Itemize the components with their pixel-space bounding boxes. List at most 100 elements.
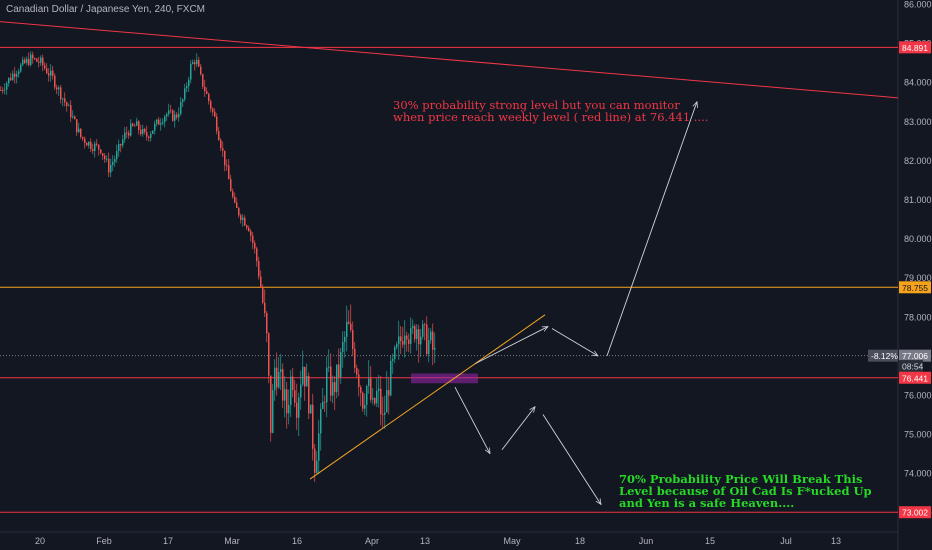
candle-body — [44, 65, 46, 69]
candle-body — [126, 132, 128, 134]
candle-body — [74, 116, 76, 120]
candle-body — [142, 128, 144, 135]
candle-body — [218, 131, 220, 141]
candle-body — [116, 150, 118, 160]
candle-body — [88, 141, 90, 146]
candle-body — [350, 323, 352, 331]
change-label: -8.12% — [871, 351, 898, 361]
candle-body — [352, 330, 354, 350]
candle-body — [34, 58, 36, 60]
x-tick-label: 13 — [420, 536, 430, 546]
candle-body — [22, 59, 24, 65]
candle-body — [288, 404, 290, 414]
candle-body — [164, 116, 166, 123]
annotation-top-note: 30% probability strong level but you can… — [393, 98, 709, 124]
candle-body — [54, 75, 56, 88]
candle-body — [390, 360, 392, 396]
candle-body — [138, 121, 140, 130]
candle-body — [186, 86, 188, 89]
candle-body — [216, 116, 218, 132]
candle-body — [40, 57, 42, 63]
candle-body — [376, 390, 378, 404]
candle-body — [98, 144, 100, 150]
candle-body — [158, 119, 160, 125]
candle-body — [56, 87, 58, 90]
candle-body — [106, 158, 108, 160]
candle-body — [224, 150, 226, 166]
y-tick-label: 83.000 — [904, 117, 932, 127]
candle-body — [388, 390, 390, 396]
candle-body — [302, 366, 304, 385]
candle-body — [118, 144, 120, 151]
candle-body — [366, 386, 368, 405]
candle-body — [214, 111, 216, 117]
candle-body — [228, 165, 230, 180]
candle-body — [418, 329, 420, 345]
candle-body — [36, 58, 38, 62]
candle-body — [320, 408, 322, 434]
candle-body — [92, 149, 94, 151]
x-tick-label: 15 — [705, 536, 715, 546]
y-tick-label: 75.000 — [904, 430, 932, 440]
candle-body — [426, 324, 428, 355]
candle-body — [386, 390, 388, 413]
candle-body — [16, 73, 18, 77]
candle-body — [28, 58, 30, 65]
candle-body — [308, 376, 310, 414]
price-label-box — [899, 281, 931, 294]
y-tick-label: 82.000 — [904, 156, 932, 166]
candle-body — [358, 374, 360, 388]
candle-body — [66, 102, 68, 106]
candle-body — [52, 70, 54, 76]
candle-body — [140, 129, 142, 134]
candle-body — [82, 137, 84, 139]
candle-body — [154, 123, 156, 131]
candle-body — [196, 59, 198, 65]
price-label-timer: 08:54 — [902, 362, 924, 372]
candle-body — [420, 336, 422, 345]
candle-body — [310, 404, 312, 414]
candle-body — [26, 58, 28, 63]
candle-body — [168, 110, 170, 114]
candle-body — [150, 133, 152, 138]
candle-body — [0, 90, 2, 91]
x-tick-label: 13 — [831, 536, 841, 546]
candle-body — [80, 128, 82, 138]
price-label-box — [899, 360, 923, 373]
candle-body — [342, 341, 344, 352]
scenario-arrow — [606, 102, 697, 357]
candle-body — [432, 331, 434, 350]
candle-body — [146, 132, 148, 137]
candle-body — [48, 73, 50, 76]
candle-body — [198, 59, 200, 67]
price-label-red: 76.441 — [902, 373, 928, 383]
candle-body — [96, 143, 98, 145]
y-tick-label: 79.000 — [904, 273, 932, 283]
price-label-box — [899, 41, 931, 54]
candle-body — [254, 242, 256, 249]
candle-body — [112, 161, 114, 165]
candle-body — [266, 313, 268, 334]
candle-body — [114, 159, 116, 162]
candle-body — [230, 179, 232, 192]
candle-body — [346, 321, 348, 337]
candle-body — [396, 344, 398, 348]
x-tick-label: Jun — [639, 536, 654, 546]
annotation-bottom-note: 70% Probability Price Will Break This Le… — [619, 472, 872, 510]
candle-body — [192, 62, 194, 64]
candle-body — [222, 148, 224, 151]
candle-body — [234, 196, 236, 203]
candle-body — [178, 113, 180, 118]
candle-body — [360, 387, 362, 393]
candle-body — [110, 164, 112, 173]
price-label-box — [899, 349, 931, 362]
candle-body — [162, 122, 164, 124]
candle-body — [270, 375, 272, 433]
scenario-arrow — [542, 414, 601, 505]
candle-body — [372, 398, 374, 400]
chart-title: Canadian Dollar / Japanese Yen, 240, FXC… — [6, 4, 206, 15]
candle-body — [232, 191, 234, 197]
x-tick-label: Mar — [224, 536, 240, 546]
